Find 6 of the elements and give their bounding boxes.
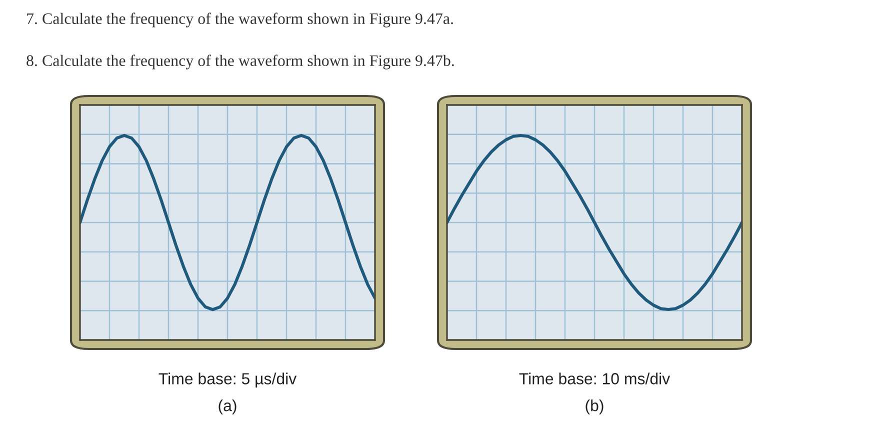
text: (a) <box>218 400 236 414</box>
x-axis-title: Time base: 10 ms/div <box>519 372 670 384</box>
text: 8. Calculate the frequency of the waveform shown in Figure 9.47b. <box>26 54 454 70</box>
text: (b) <box>586 400 604 414</box>
x-axis-title: Time base: 5 µs/div <box>158 372 297 388</box>
text: 7. Calculate the frequency of the waveform shown in Figure 9.47a. <box>27 12 453 28</box>
